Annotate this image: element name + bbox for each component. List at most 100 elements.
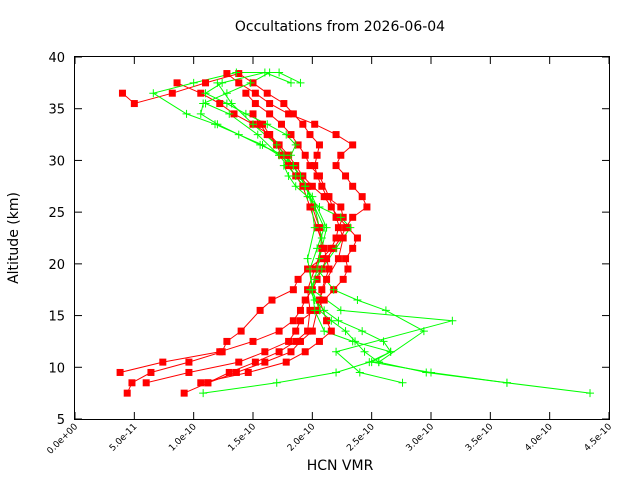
data-point	[241, 109, 250, 118]
data-point	[332, 162, 340, 170]
data-point	[337, 151, 345, 159]
data-point	[242, 89, 250, 97]
data-point	[232, 368, 240, 376]
data-point	[261, 358, 269, 366]
data-point	[289, 110, 297, 118]
data-point	[332, 368, 341, 377]
data-point	[275, 68, 284, 77]
data-point	[337, 203, 345, 211]
data-point	[349, 213, 357, 221]
data-point	[287, 131, 295, 139]
data-point	[286, 78, 295, 87]
data-point	[263, 120, 272, 129]
data-point	[282, 130, 291, 139]
data-point	[296, 78, 305, 87]
data-point	[128, 379, 136, 387]
data-point	[285, 162, 293, 170]
data-point	[310, 306, 319, 315]
data-point	[320, 327, 329, 336]
data-point	[296, 337, 304, 345]
data-point	[325, 193, 333, 201]
data-point	[227, 99, 236, 108]
data-point	[294, 275, 302, 283]
data-point	[147, 368, 155, 376]
data-point	[315, 172, 323, 180]
data-point	[386, 347, 395, 356]
data-point	[230, 110, 238, 118]
data-point	[266, 100, 274, 108]
data-point	[197, 379, 205, 387]
data-point	[315, 141, 323, 149]
data-point	[327, 327, 335, 335]
data-point	[308, 182, 316, 190]
data-point	[189, 78, 198, 87]
data-point	[374, 358, 383, 367]
data-point	[318, 182, 326, 190]
data-point	[301, 348, 309, 356]
data-point	[266, 131, 274, 139]
data-point	[201, 89, 210, 98]
data-point	[334, 255, 342, 263]
y-tick-label: 20	[48, 258, 65, 273]
data-point	[251, 89, 259, 97]
data-point	[301, 151, 309, 159]
data-point	[244, 368, 252, 376]
data-point	[448, 316, 457, 325]
data-point	[130, 100, 138, 108]
data-point	[339, 234, 347, 242]
data-point	[341, 327, 350, 336]
data-point	[222, 89, 231, 98]
data-point	[196, 109, 205, 118]
data-point	[342, 255, 350, 263]
data-point	[168, 89, 176, 97]
data-point	[266, 110, 274, 118]
data-point	[327, 316, 336, 325]
data-point	[291, 140, 300, 149]
data-point	[282, 358, 290, 366]
data-point	[279, 161, 288, 170]
data-point	[336, 213, 345, 222]
series-line	[184, 113, 323, 394]
data-point	[308, 285, 317, 294]
data-point	[332, 244, 341, 253]
data-point	[353, 296, 362, 305]
data-point	[279, 151, 288, 160]
y-tick-label: 40	[48, 51, 65, 66]
chart-title: Occultations from 2026-06-04	[235, 19, 445, 35]
x-tick-label: 3.0e-10	[405, 422, 437, 454]
data-point	[277, 120, 285, 128]
data-point	[348, 337, 357, 346]
data-point	[272, 378, 281, 387]
data-point	[296, 171, 305, 180]
data-point	[159, 358, 167, 366]
data-point	[323, 275, 331, 283]
data-point	[292, 327, 300, 335]
data-point	[315, 296, 323, 304]
data-point	[398, 378, 407, 387]
data-point	[367, 358, 376, 367]
data-point	[223, 70, 231, 78]
data-point	[344, 265, 352, 273]
data-point	[291, 182, 300, 191]
data-point	[327, 203, 335, 211]
data-point	[265, 68, 274, 77]
data-point	[325, 265, 333, 273]
data-point	[235, 70, 243, 78]
data-point	[336, 306, 345, 315]
data-point	[213, 120, 222, 129]
data-point	[286, 151, 295, 160]
series-line	[122, 72, 344, 394]
x-tick-label: 1.0e-10	[167, 422, 199, 454]
data-point	[332, 347, 341, 356]
data-point	[258, 120, 266, 128]
y-tick-label: 30	[48, 154, 65, 169]
data-point	[586, 389, 595, 398]
data-point	[339, 275, 347, 283]
data-point	[329, 285, 338, 294]
data-point	[332, 234, 340, 242]
data-point	[149, 89, 158, 98]
data-point	[311, 162, 319, 170]
data-point	[223, 337, 231, 345]
data-point	[310, 275, 319, 284]
data-point	[358, 193, 366, 201]
